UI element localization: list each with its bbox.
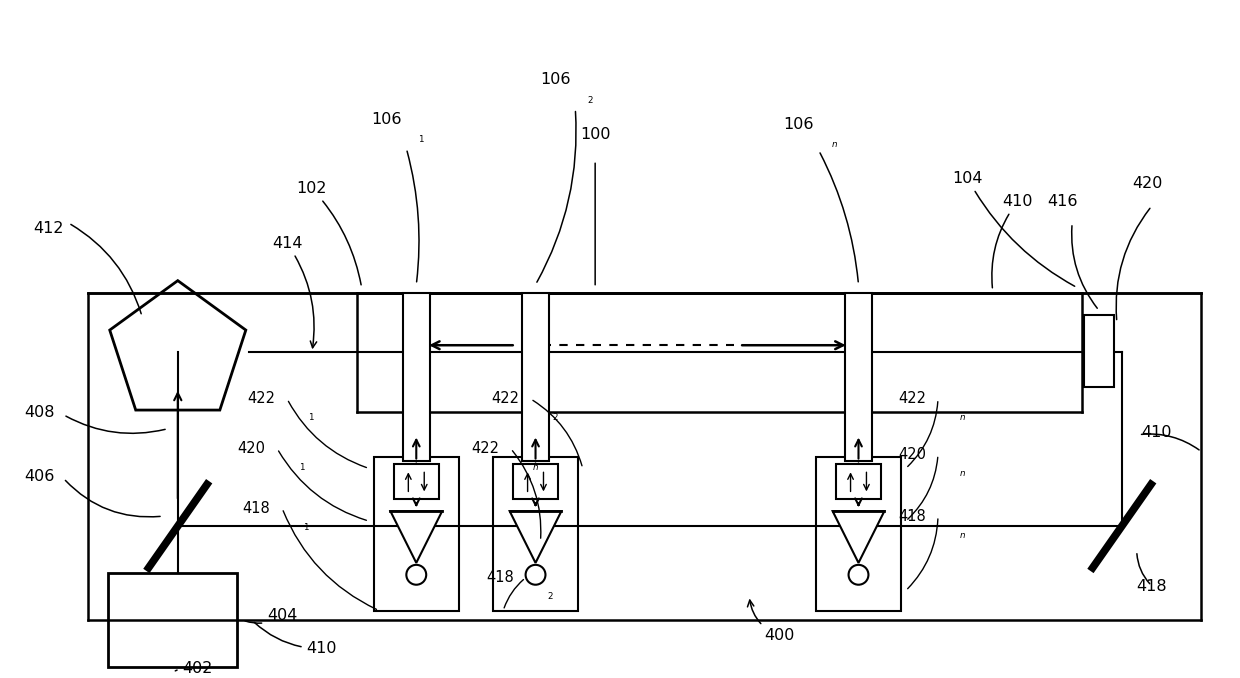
Bar — [494, 456, 578, 611]
Bar — [374, 456, 459, 611]
Text: 104: 104 — [952, 172, 1075, 286]
Text: 420: 420 — [237, 441, 265, 456]
Text: 418: 418 — [242, 500, 270, 516]
Text: 416: 416 — [1048, 194, 1078, 209]
Text: $_n$: $_n$ — [532, 460, 539, 473]
Text: $_2$: $_2$ — [547, 589, 554, 602]
Text: 102: 102 — [296, 181, 361, 285]
Text: 422: 422 — [898, 391, 926, 406]
Text: 414: 414 — [272, 236, 316, 348]
Bar — [846, 293, 872, 462]
Polygon shape — [833, 511, 884, 563]
Text: $_n$: $_n$ — [960, 527, 966, 540]
Text: $_n$: $_n$ — [960, 466, 966, 479]
Text: 418: 418 — [486, 570, 513, 585]
Bar — [522, 293, 549, 462]
Text: $_1$: $_1$ — [299, 460, 305, 473]
Bar — [1084, 315, 1114, 387]
Text: 422: 422 — [491, 391, 518, 406]
Bar — [108, 573, 237, 667]
Bar — [403, 293, 430, 462]
Polygon shape — [391, 511, 443, 563]
Circle shape — [526, 565, 546, 584]
Bar — [394, 464, 439, 499]
Text: 106: 106 — [541, 72, 570, 87]
Text: 106: 106 — [784, 117, 815, 132]
Text: 408: 408 — [24, 405, 55, 420]
Text: $_1$: $_1$ — [304, 519, 310, 533]
Text: 100: 100 — [580, 127, 610, 142]
Text: 420: 420 — [898, 447, 926, 462]
Text: $_2$: $_2$ — [552, 410, 559, 423]
Circle shape — [848, 565, 868, 584]
Text: 422: 422 — [247, 391, 275, 406]
Text: 410: 410 — [254, 622, 337, 656]
Text: 106: 106 — [371, 112, 402, 127]
Text: $_1$: $_1$ — [309, 410, 315, 423]
Text: $_2$: $_2$ — [588, 93, 594, 106]
Text: 404: 404 — [246, 608, 298, 624]
Bar — [816, 456, 900, 611]
Text: 410: 410 — [992, 194, 1033, 287]
Text: 410: 410 — [1142, 424, 1172, 439]
Text: $_n$: $_n$ — [960, 410, 966, 423]
Text: 400: 400 — [748, 600, 794, 643]
Text: $_1$: $_1$ — [418, 132, 425, 145]
Text: 422: 422 — [471, 441, 498, 456]
Polygon shape — [510, 511, 562, 563]
Text: 418: 418 — [1137, 579, 1167, 594]
Text: 406: 406 — [24, 469, 55, 484]
Bar — [513, 464, 558, 499]
Bar — [836, 464, 880, 499]
Text: 420: 420 — [1132, 176, 1162, 191]
Text: $_n$: $_n$ — [831, 137, 838, 150]
Text: 402: 402 — [175, 661, 213, 676]
Text: 412: 412 — [33, 221, 64, 236]
Text: 418: 418 — [898, 508, 926, 523]
Circle shape — [407, 565, 427, 584]
